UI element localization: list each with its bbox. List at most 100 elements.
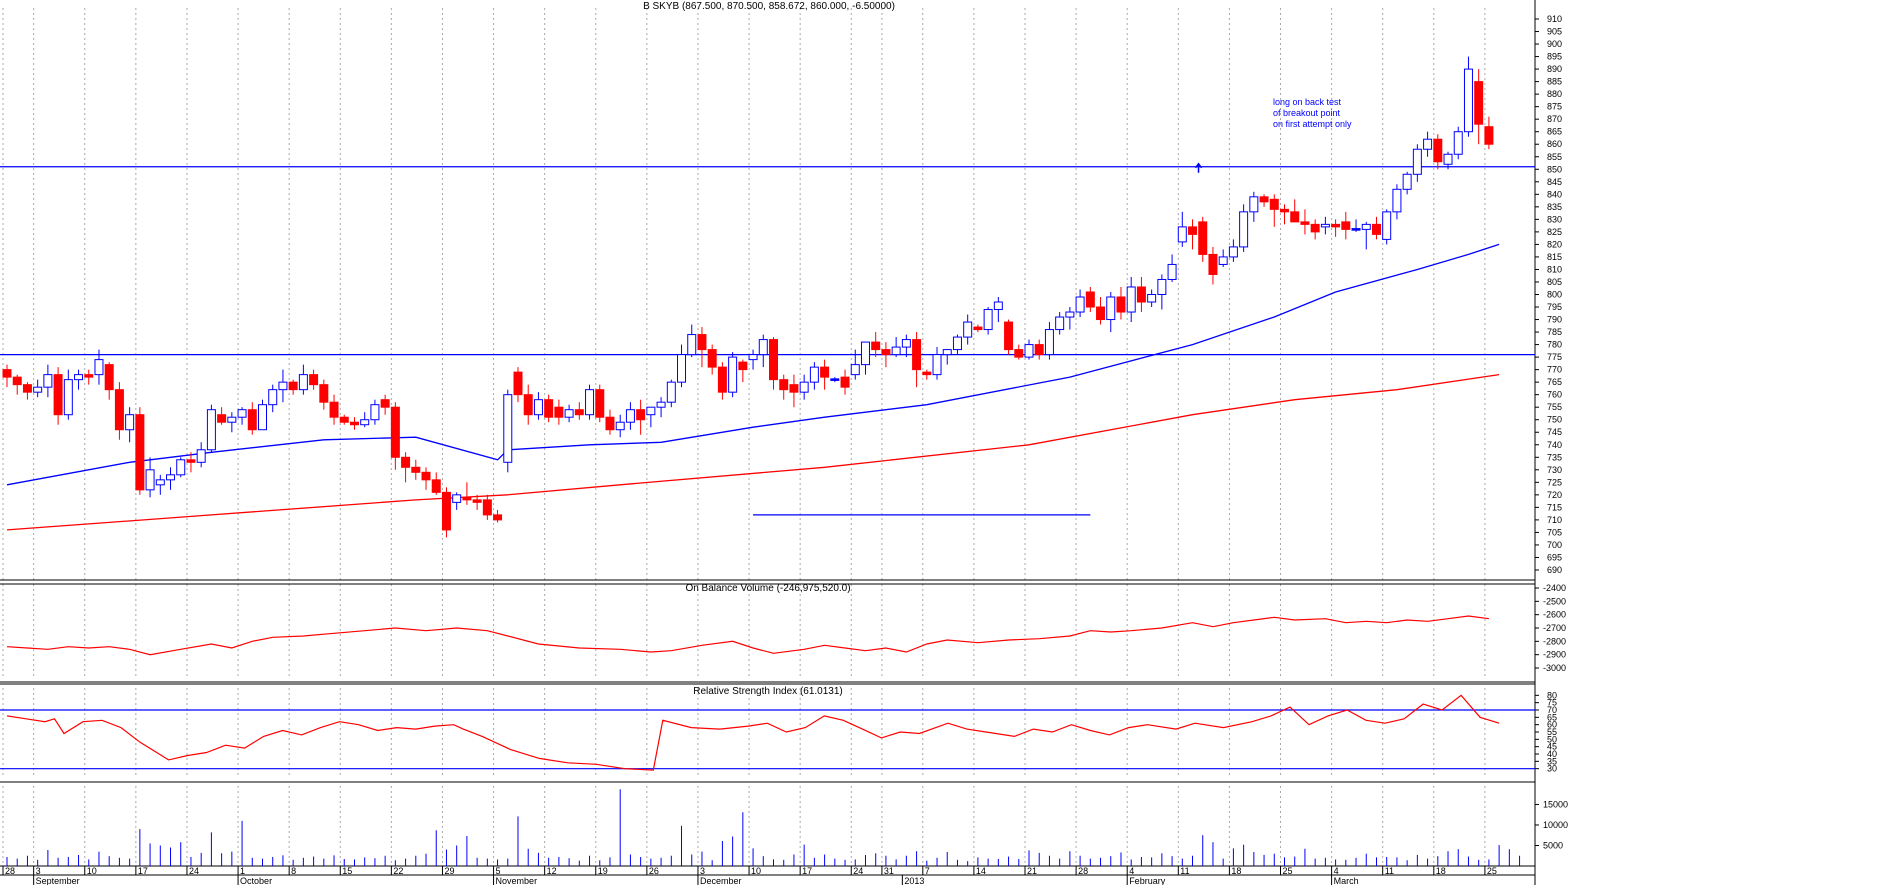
obv-tick-label-4: -2600 — [1543, 610, 1566, 620]
candle-body-122 — [1249, 196, 1259, 213]
candle-body-10 — [104, 364, 114, 391]
candle-16 — [166, 467, 176, 490]
candle-140 — [1433, 134, 1443, 170]
candle-body-84 — [860, 341, 870, 366]
candle-body-45 — [462, 496, 472, 501]
candle-124 — [1269, 194, 1279, 227]
candle-98 — [1004, 319, 1014, 355]
price-tick-label-4: 710 — [1547, 515, 1562, 525]
candle-body-121 — [1239, 211, 1249, 248]
candle-body-40 — [411, 466, 421, 473]
candle-68 — [697, 327, 707, 368]
candle-11 — [114, 382, 124, 440]
candle-106 — [1085, 286, 1095, 313]
candle-body-19 — [196, 449, 206, 463]
candle-122 — [1249, 191, 1259, 222]
price-tick-label-20: 790 — [1547, 315, 1562, 325]
candle-88 — [901, 334, 911, 358]
candle-body-36 — [370, 404, 380, 421]
candle-17 — [176, 457, 186, 478]
price-tick-label-6: 720 — [1547, 490, 1562, 500]
candle-body-65 — [666, 381, 676, 403]
axes: 6906957007057107157207257307357407457507… — [0, 14, 1568, 886]
candle-body-55 — [564, 409, 574, 418]
day-tick-label-14: 3 — [700, 866, 705, 876]
candle-71 — [728, 352, 738, 398]
day-tick-label-10: 5 — [496, 866, 501, 876]
candle-body-91 — [932, 354, 942, 376]
candle-body-74 — [758, 339, 768, 356]
candle-87 — [891, 337, 901, 358]
candle-body-123 — [1259, 196, 1269, 203]
candle-body-86 — [881, 349, 891, 356]
price-tick-label-36: 870 — [1547, 114, 1562, 124]
candle-44 — [452, 492, 462, 510]
candle-115 — [1177, 211, 1187, 247]
candle-body-126 — [1290, 211, 1300, 223]
price-tick-label-5: 715 — [1547, 502, 1562, 512]
day-tick-label-17: 24 — [853, 866, 863, 876]
candle-77 — [789, 374, 799, 408]
candle-37 — [380, 394, 390, 415]
candle-26 — [268, 384, 278, 413]
candle-body-89 — [912, 339, 922, 371]
rsi-tick-label-7: 65 — [1547, 712, 1557, 722]
candle-131 — [1341, 211, 1351, 240]
price-tick-label-0: 690 — [1547, 565, 1562, 575]
candle-136 — [1392, 184, 1402, 220]
candle-65 — [666, 379, 676, 408]
candle-125 — [1280, 204, 1289, 225]
candle-body-4 — [43, 374, 53, 388]
candle-body-132 — [1351, 228, 1361, 231]
obv-title: On Balance Volume (-246,975,520.0) — [685, 583, 850, 594]
candle-body-48 — [493, 514, 503, 521]
candle-body-60 — [615, 421, 625, 431]
candle-102 — [1044, 322, 1054, 360]
month-tick-label-2: November — [496, 876, 538, 885]
candle-56 — [574, 402, 584, 420]
candle-body-31 — [319, 384, 329, 403]
candle-body-8 — [84, 374, 94, 378]
candle-body-2 — [22, 384, 32, 393]
candle-46 — [472, 494, 482, 510]
day-tick-label-28: 11 — [1385, 866, 1394, 876]
candle-120 — [1228, 239, 1238, 262]
candle-75 — [769, 337, 778, 390]
price-tick-label-22: 800 — [1547, 289, 1562, 299]
candle-48 — [493, 509, 503, 523]
candle-99 — [1014, 344, 1024, 360]
price-tick-label-29: 835 — [1547, 202, 1562, 212]
candle-body-139 — [1423, 138, 1433, 150]
day-tick-label-6: 8 — [291, 866, 296, 876]
price-tick-label-42: 900 — [1547, 39, 1562, 49]
candle-57 — [585, 384, 595, 420]
candle-body-54 — [554, 406, 564, 418]
day-tick-label-25: 18 — [1231, 866, 1241, 876]
candle-60 — [615, 414, 625, 438]
candle-76 — [779, 374, 789, 400]
candle-body-18 — [186, 459, 196, 463]
volume-tick-label-0: 5000 — [1543, 840, 1563, 850]
candle-58 — [595, 384, 605, 423]
candle-7 — [74, 369, 84, 390]
rsi-tick-label-5: 55 — [1547, 727, 1557, 737]
candle-body-38 — [390, 406, 400, 458]
candle-body-66 — [677, 354, 687, 383]
candle-36 — [370, 399, 380, 425]
candle-45 — [462, 482, 472, 505]
candle-body-88 — [901, 339, 911, 348]
candle-144 — [1474, 69, 1484, 145]
candle-19 — [196, 442, 206, 468]
candle-51 — [523, 384, 533, 425]
rsi-tick-label-2: 40 — [1547, 749, 1557, 759]
candle-49 — [503, 389, 513, 473]
candle-body-50 — [513, 371, 523, 396]
candle-129 — [1320, 216, 1330, 235]
price-tick-label-12: 750 — [1547, 415, 1562, 425]
candle-116 — [1188, 219, 1198, 250]
candle-130 — [1331, 219, 1341, 237]
candle-body-101 — [1034, 344, 1044, 356]
candle-body-105 — [1075, 296, 1085, 313]
candle-body-137 — [1402, 173, 1412, 190]
